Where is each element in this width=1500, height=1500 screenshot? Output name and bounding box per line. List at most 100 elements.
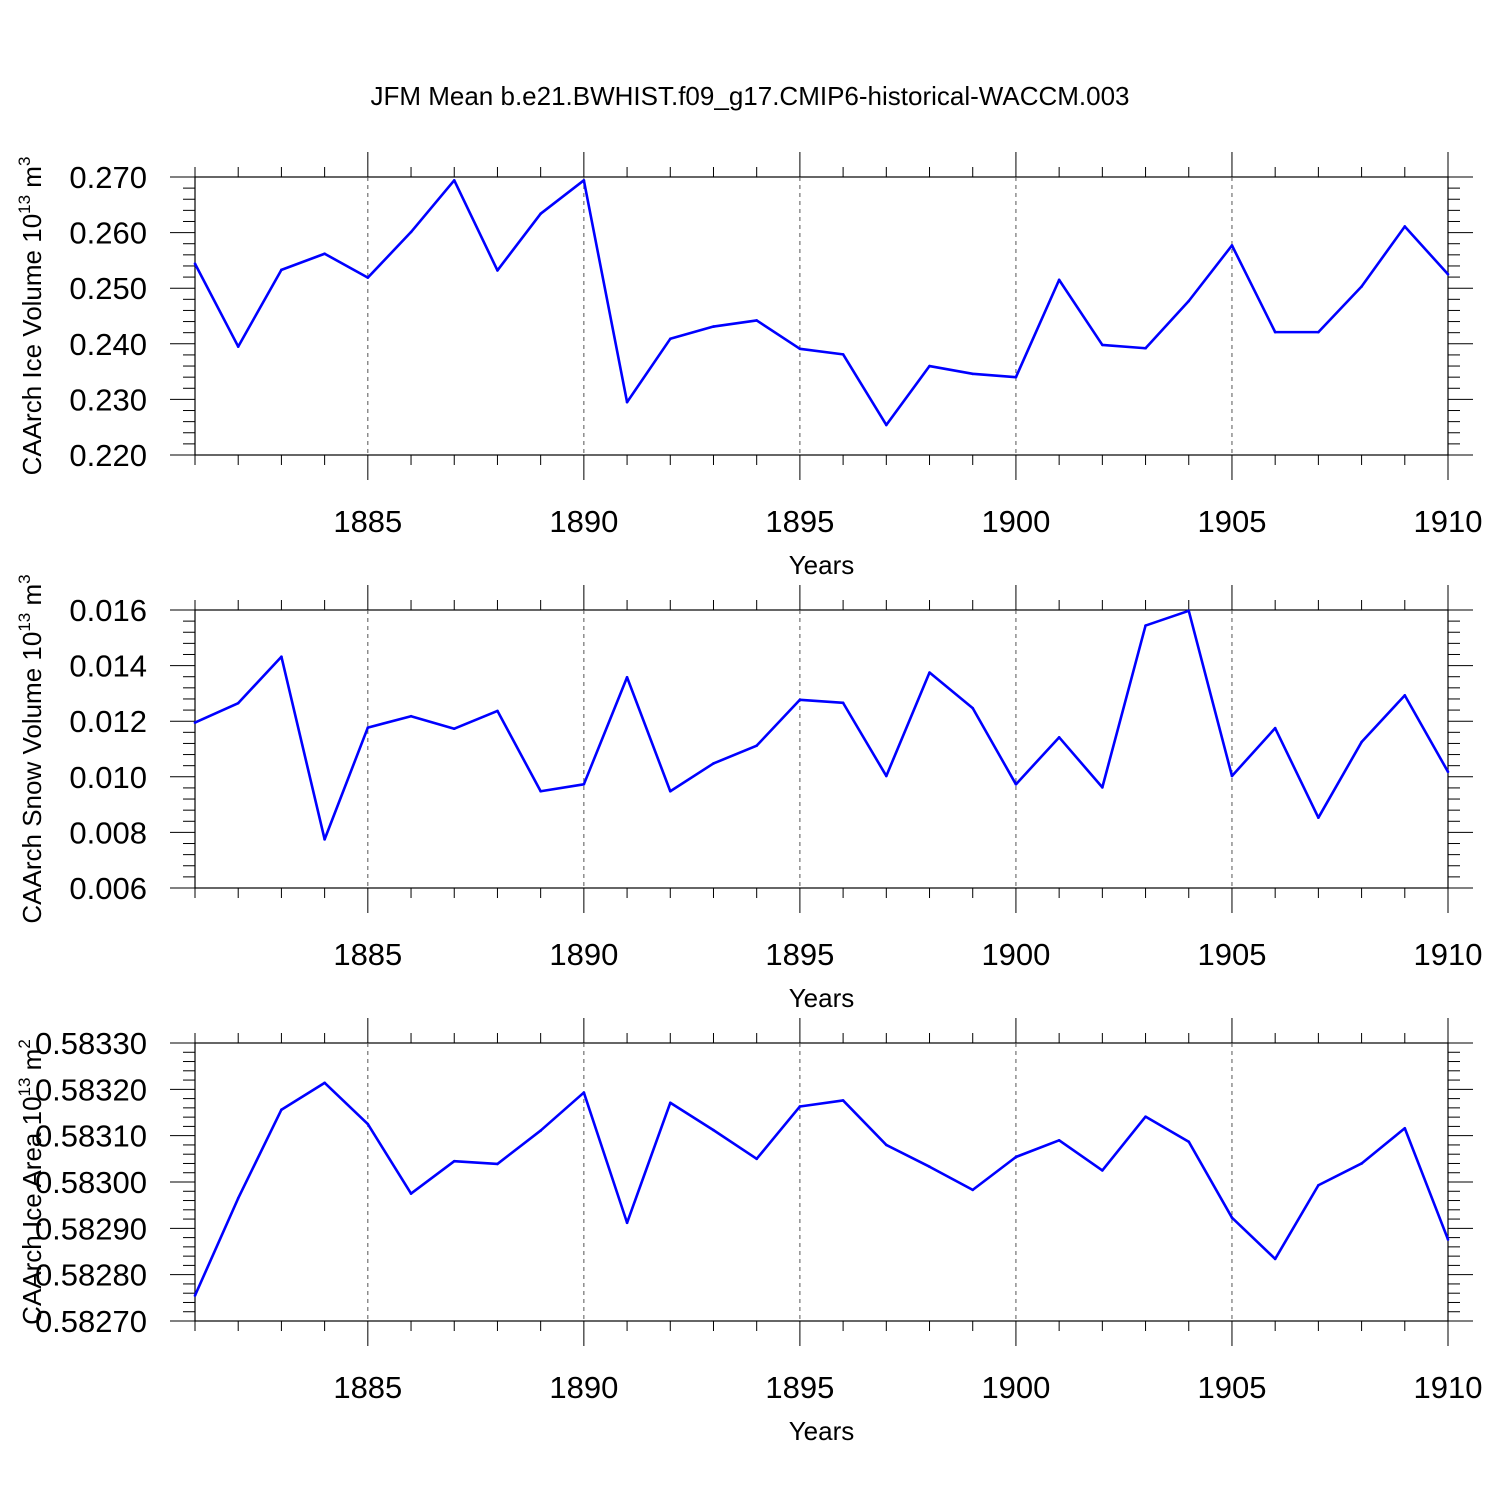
data-point — [1360, 285, 1363, 288]
data-point — [1014, 783, 1018, 786]
series-line — [193, 1081, 1450, 1297]
data-point — [885, 774, 888, 778]
y-tick-label: 0.240 — [69, 327, 147, 362]
panel-2: 0.006 0.008 0.010 0.012 0.014 0.016 1885 1890 18… — [15, 574, 1482, 1013]
data-point — [1057, 736, 1061, 739]
y-tick-label: 0.58330 — [35, 1026, 147, 1061]
data-point — [841, 353, 845, 356]
data-point — [971, 706, 975, 710]
x-tick-label: 1905 — [1197, 504, 1266, 539]
data-point — [1230, 1216, 1234, 1219]
data-point — [452, 727, 456, 731]
data-point — [1317, 1183, 1320, 1187]
data-point — [539, 212, 542, 215]
data-point — [1403, 1126, 1407, 1130]
data-point — [1144, 1115, 1147, 1118]
data-point — [928, 1165, 931, 1169]
data-point — [582, 179, 586, 182]
data-point — [1360, 740, 1363, 744]
data-point — [841, 1099, 845, 1102]
x-tick-label: 1890 — [549, 1370, 618, 1405]
data-point — [193, 262, 197, 266]
data-point — [1101, 786, 1104, 789]
data-point — [1101, 1169, 1104, 1172]
data-point — [193, 1294, 197, 1297]
chart-title: JFM Mean b.e21.BWHIST.f09_g17.CMIP6-hist… — [370, 81, 1129, 111]
data-point — [496, 269, 499, 272]
x-tick-label: 1890 — [549, 937, 618, 972]
y-tick-label: 0.58320 — [35, 1072, 147, 1107]
data-point — [1403, 225, 1407, 228]
x-axis-title: Years — [789, 983, 855, 1013]
data-point — [1014, 375, 1018, 379]
y-tick-label: 0.58280 — [35, 1258, 147, 1293]
data-point — [452, 1159, 456, 1163]
x-tick-label: 1885 — [333, 1370, 402, 1405]
data-point — [755, 744, 758, 747]
data-point — [712, 1128, 715, 1132]
data-point — [928, 671, 931, 674]
data-point — [798, 1105, 802, 1108]
data-point — [496, 1162, 499, 1166]
x-tick-label: 1910 — [1414, 1370, 1483, 1405]
data-point — [452, 179, 456, 182]
y-tick-label: 0.270 — [69, 160, 147, 195]
data-point — [1144, 346, 1147, 350]
panel-1: 0.220 0.230 0.240 0.250 0.260 0.270 1885 1890 18… — [15, 152, 1482, 580]
x-axis-title: Years — [789, 1416, 855, 1446]
data-point — [625, 675, 629, 679]
data-point — [1360, 1162, 1363, 1165]
y-tick-label: 0.58290 — [35, 1211, 147, 1246]
data-point — [1273, 1257, 1277, 1261]
data-point — [280, 1108, 283, 1112]
x-axis-title: Years — [789, 550, 855, 580]
data-point — [1014, 1155, 1018, 1159]
data-point — [971, 1188, 975, 1192]
data-point — [1144, 624, 1147, 627]
data-point — [236, 345, 240, 348]
data-point — [539, 1129, 542, 1132]
data-point — [366, 726, 370, 729]
data-point — [798, 698, 802, 702]
y-tick-label: 0.260 — [69, 216, 147, 251]
y-tick-label: 0.250 — [69, 271, 147, 306]
data-point — [582, 783, 586, 786]
x-tick-label: 1895 — [765, 937, 834, 972]
data-point — [1230, 774, 1234, 778]
x-tick-label: 1900 — [981, 1370, 1050, 1405]
x-tick-label: 1890 — [549, 504, 618, 539]
y-axis-title: CAArch Ice Volume 1013 m3 — [15, 157, 47, 476]
y-axis-title: CAArch Snow Volume 1013 m3 — [15, 574, 47, 923]
x-tick-label: 1895 — [765, 1370, 834, 1405]
data-point — [885, 1143, 888, 1147]
data-point — [798, 347, 802, 351]
data-point — [625, 400, 629, 404]
data-point — [366, 276, 370, 279]
plot-frame — [194, 609, 1449, 889]
data-point — [409, 1192, 413, 1195]
data-point — [366, 1122, 370, 1126]
x-tick-label: 1885 — [333, 937, 402, 972]
data-point — [668, 1101, 672, 1105]
data-point — [1101, 343, 1104, 347]
data-point — [193, 721, 197, 724]
data-point — [1317, 816, 1320, 819]
x-tick-label: 1895 — [765, 504, 834, 539]
data-point — [1446, 273, 1450, 276]
data-point — [1187, 1140, 1191, 1143]
x-tick-label: 1900 — [981, 504, 1050, 539]
data-point — [1187, 299, 1191, 303]
data-point — [668, 789, 672, 793]
data-point — [1057, 1139, 1061, 1142]
data-point — [841, 701, 845, 705]
series-line — [194, 609, 1450, 841]
panels: 0.220 0.230 0.240 0.250 0.260 0.270 1885 1890 18… — [15, 152, 1482, 1446]
data-point — [712, 762, 715, 765]
data-point — [625, 1221, 629, 1225]
y-tick-label: 0.012 — [69, 704, 147, 739]
y-tick-label: 0.58270 — [35, 1304, 147, 1339]
y-tick-label: 0.016 — [69, 593, 147, 628]
x-tick-label: 1885 — [333, 504, 402, 539]
data-point — [280, 655, 283, 659]
